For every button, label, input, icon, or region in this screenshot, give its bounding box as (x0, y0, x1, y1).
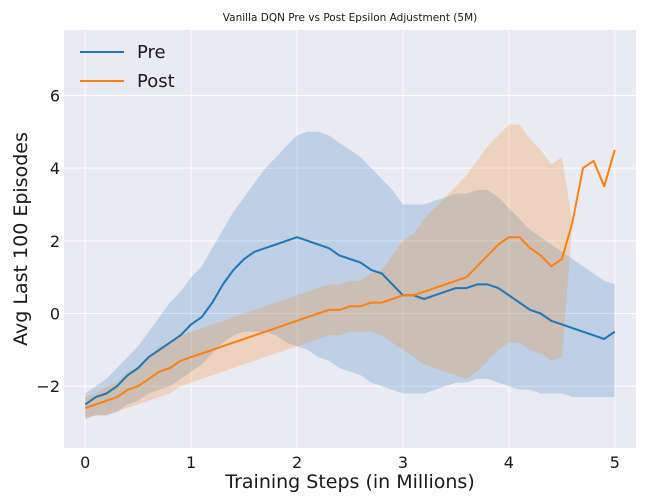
y-tick-label: 2 (50, 232, 60, 251)
grid-lines (64, 30, 636, 448)
series-lines (84, 149, 616, 409)
y-axis-label: Avg Last 100 Episodes (10, 132, 32, 346)
x-tick-label: 3 (398, 453, 408, 472)
chart-title: Vanilla DQN Pre vs Post Epsilon Adjustme… (223, 12, 477, 24)
x-tick-label: 5 (610, 453, 620, 472)
legend-label-post: Post (137, 71, 175, 92)
y-tick-label: 0 (50, 305, 60, 324)
x-axis-ticks: 0 1 2 3 4 5 (80, 453, 620, 472)
legend: Pre Post (80, 42, 175, 92)
x-tick-label: 1 (186, 453, 196, 472)
legend-label-pre: Pre (137, 42, 166, 63)
plot-area (64, 30, 636, 448)
series-line-post (84, 149, 616, 409)
series-line-pre (84, 236, 616, 406)
y-axis-ticks: −2 0 2 4 6 (36, 86, 60, 396)
y-tick-label: 4 (50, 159, 60, 178)
y-tick-label: 6 (50, 86, 60, 105)
y-tick-label: −2 (36, 377, 60, 396)
x-tick-label: 0 (80, 453, 90, 472)
x-tick-label: 4 (504, 453, 514, 472)
x-tick-label: 2 (292, 453, 302, 472)
x-axis-label: Training Steps (in Millions) (224, 471, 474, 493)
band-post (85, 124, 615, 419)
